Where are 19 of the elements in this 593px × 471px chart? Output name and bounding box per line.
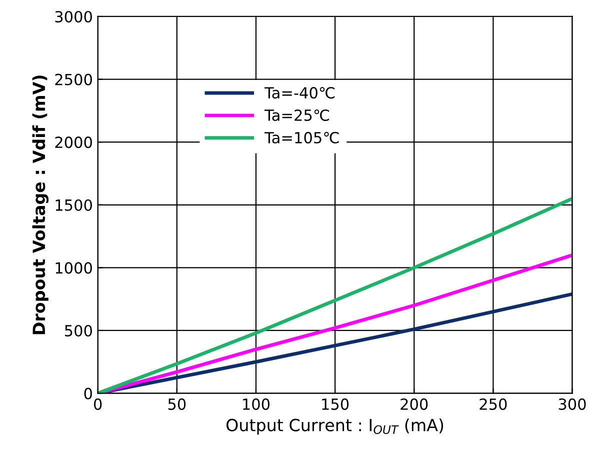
y-tick-label: 2000 — [55, 136, 92, 148]
y-axis-title: Dropout Voltage : Vdif (mV) — [32, 76, 49, 334]
y-tick-label: 1500 — [56, 199, 92, 211]
y-tick-label: 2500 — [55, 74, 92, 86]
x-tick-label: 0 — [94, 398, 102, 410]
x-tick-label: 50 — [168, 398, 186, 410]
x-axis-title: Output Current : I$_{OUT}$ (mA) — [226, 418, 444, 435]
y-tick-label: 500 — [65, 324, 92, 337]
y-tick-label: 3000 — [55, 10, 92, 23]
x-tick-label: 200 — [400, 398, 428, 410]
y-tick-label: 0 — [84, 388, 92, 400]
x-tick-label: 300 — [558, 398, 586, 410]
x-tick-label: 100 — [243, 398, 270, 410]
x-tick-label: 150 — [322, 398, 349, 410]
y-tick-label: 1000 — [56, 262, 92, 274]
legend-label: Ta=25℃ — [264, 109, 330, 122]
legend-label: Ta=105℃ — [264, 132, 339, 144]
legend-label: Ta=-40℃ — [264, 87, 335, 99]
x-tick-label: 250 — [480, 398, 507, 410]
